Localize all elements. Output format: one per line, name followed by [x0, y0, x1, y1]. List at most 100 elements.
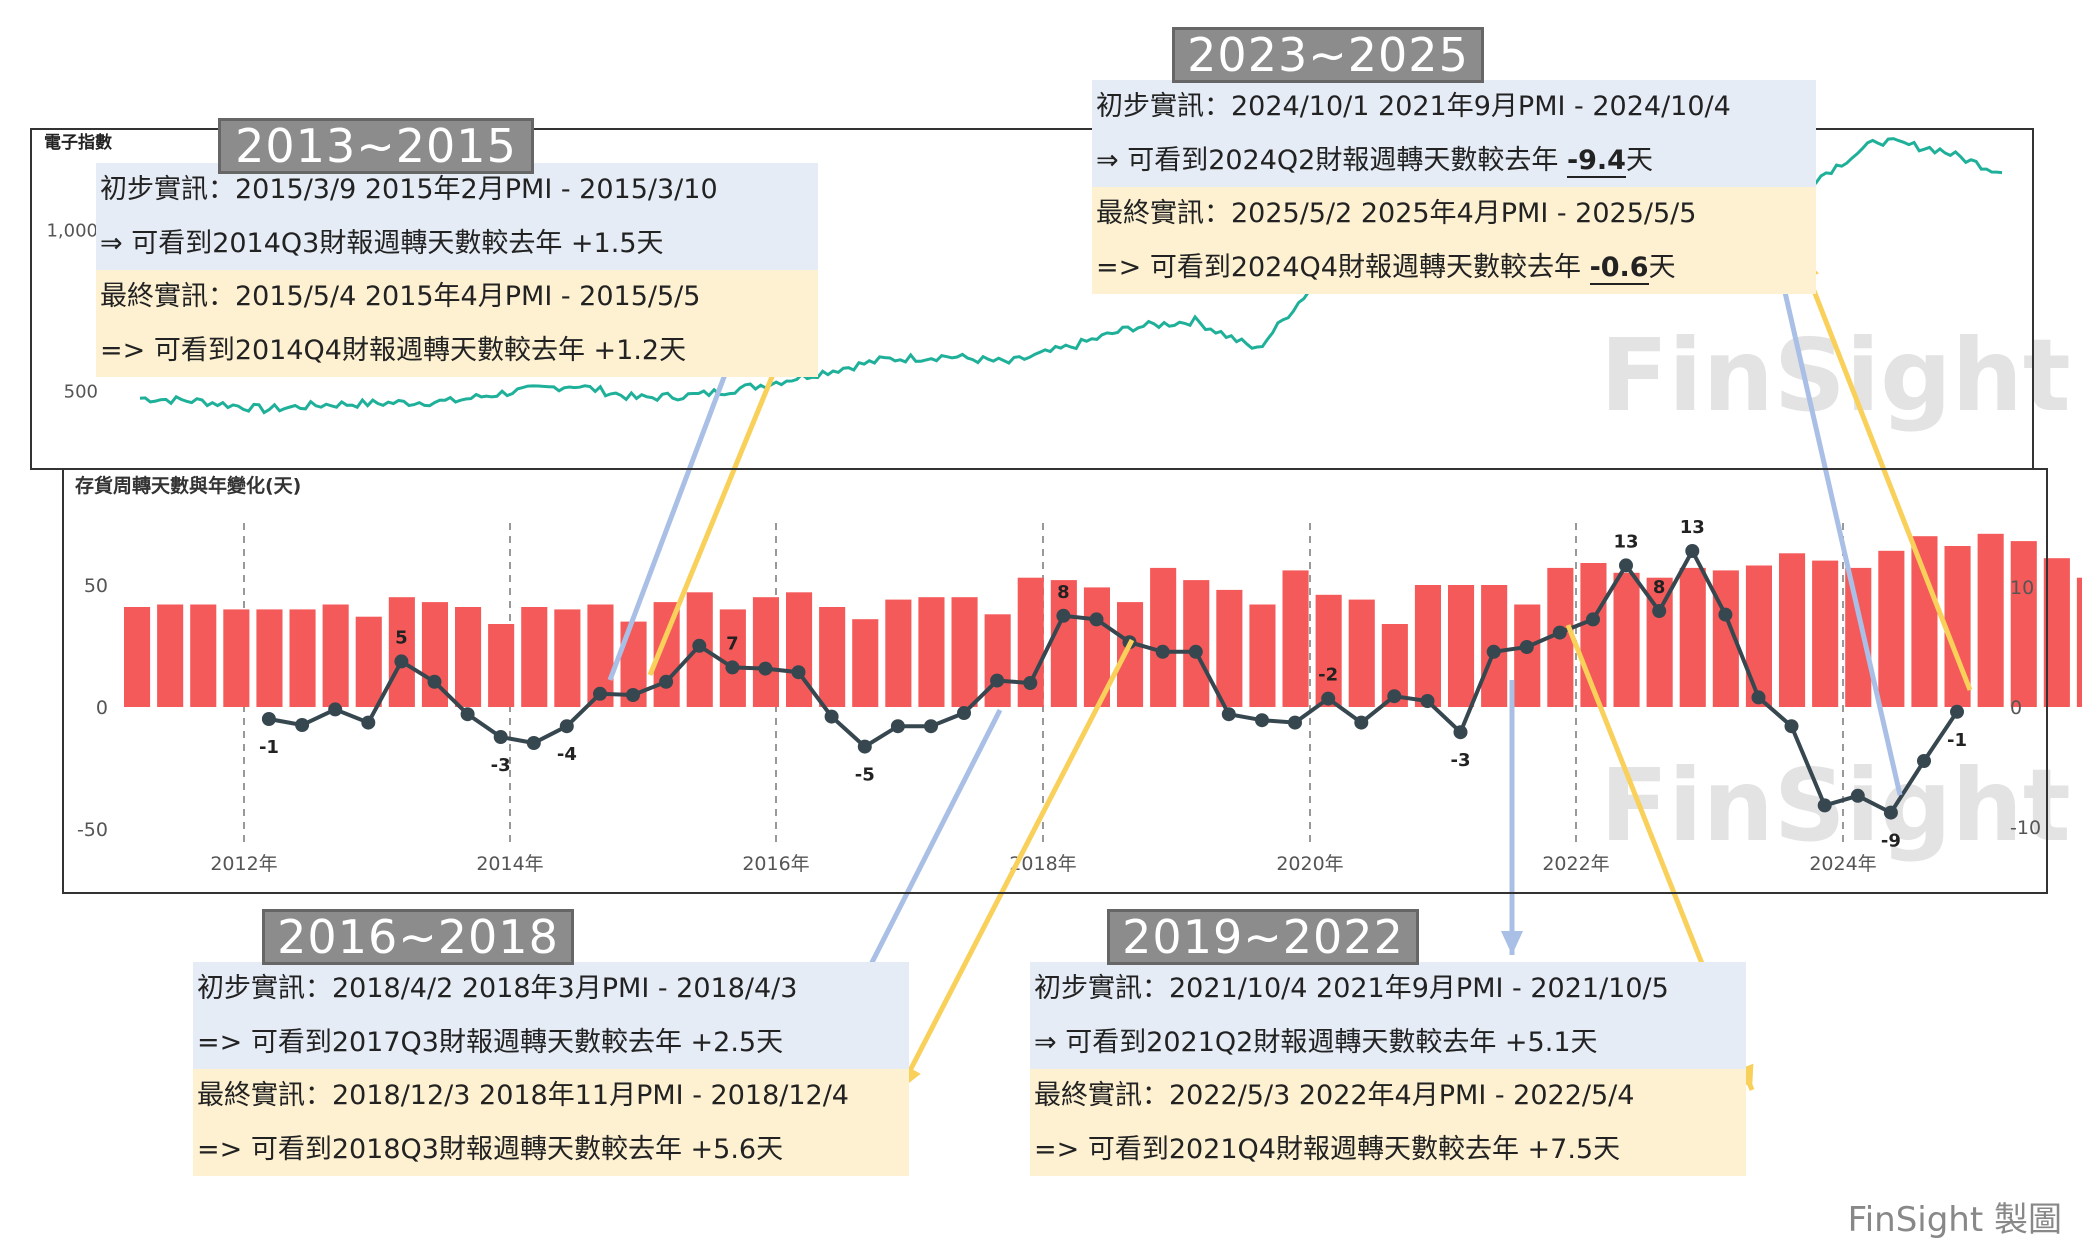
inventory-bar — [1812, 560, 1839, 707]
annotation-box-2023-2025: 初步實訊：2024/10/1 2021年9月PMI - 2024/10/4 ⇒ … — [1092, 80, 1816, 294]
prelim-result-text: ⇒ 可看到2024Q2財報週轉天數較去年 — [1096, 144, 1567, 176]
inventory-bar — [190, 604, 217, 707]
yoy-point — [957, 706, 971, 720]
yoy-point — [593, 686, 607, 701]
yoy-point — [1751, 690, 1766, 705]
inventory-bar — [1050, 580, 1077, 707]
inventory-bar — [1878, 550, 1905, 707]
yoy-point — [890, 719, 905, 734]
inventory-bar — [521, 607, 548, 707]
yoy-point — [1883, 805, 1898, 820]
watermark-text: FinSight — [1600, 747, 2071, 864]
annotation-arrow — [1797, 254, 1973, 691]
x-tick-label: 2012年 — [210, 853, 277, 875]
yoy-point — [1056, 608, 1071, 623]
yoy-point — [1221, 707, 1236, 722]
yoy-point — [361, 715, 376, 730]
inventory-bar — [554, 609, 581, 707]
credit-label: FinSight 製圖 — [1847, 1200, 2062, 1240]
prelim-result-unit: 天 — [1625, 144, 1653, 176]
annotation-arrow — [897, 638, 1135, 1092]
inventory-bar — [1414, 585, 1441, 707]
inventory-bar — [124, 607, 151, 707]
inventory-bar — [2043, 558, 2070, 707]
yoy-point — [791, 665, 806, 680]
data-label: -1 — [1947, 730, 1967, 751]
yoy-change-line: -1 5 -3 -4 7 -5 8 -2 -3 13 8 13 -9 -1 — [259, 517, 1967, 852]
inventory-bar — [1745, 565, 1772, 707]
yoy-point — [924, 719, 938, 734]
inventory-bar — [1348, 599, 1375, 707]
inventory-bar — [1779, 553, 1806, 707]
yoy-point — [1453, 725, 1468, 740]
right-y-tick-label: -10 — [2010, 817, 2041, 839]
yoy-point — [493, 730, 508, 744]
inventory-bar — [885, 599, 912, 707]
inventory-axis: 存貨周轉天數與年變化(天) 50 0 -50 10 0 -10 2012年 2014年 2016年… — [75, 474, 2041, 875]
yoy-point — [659, 674, 674, 689]
data-label: 7 — [726, 633, 739, 654]
yoy-point — [1784, 719, 1799, 734]
yoy-point — [460, 707, 475, 722]
yoy-point — [1387, 689, 1402, 704]
annotation-arrow — [647, 344, 788, 676]
arrow-head — [1501, 931, 1523, 955]
inventory-bar — [918, 597, 945, 707]
yoy-point — [1619, 558, 1633, 573]
inventory-bar — [256, 609, 283, 707]
inventory-bar — [322, 604, 349, 707]
yoy-point — [1354, 715, 1369, 730]
yoy-point — [1023, 676, 1038, 690]
final-info: 最終實訊：2015/5/4 2015年4月PMI - 2015/5/5 — [96, 270, 818, 324]
prelim-info: 初步實訊：2018/4/2 2018年3月PMI - 2018/4/3 — [193, 962, 909, 1016]
data-label: 5 — [395, 627, 408, 648]
final-result-unit: 天 — [1648, 251, 1676, 283]
inventory-bar — [223, 609, 250, 707]
yoy-point — [1486, 644, 1501, 659]
inventory-bar — [1150, 567, 1177, 707]
data-label: 13 — [1614, 531, 1639, 552]
yoy-point — [1718, 607, 1733, 622]
yoy-point — [990, 673, 1005, 688]
inventory-bar — [719, 609, 746, 707]
prelim-result: ⇒ 可看到2014Q3財報週轉天數較去年 +1.5天 — [96, 216, 818, 270]
prelim-result: ⇒ 可看到2021Q2財報週轉天數較去年 +5.1天 — [1030, 1015, 1746, 1069]
left-y-tick-label: -50 — [77, 819, 108, 841]
final-result: => 可看到2014Q4財報週轉天數較去年 +1.2天 — [96, 323, 818, 377]
final-result-value: -0.6 — [1589, 251, 1649, 285]
yoy-point — [1255, 713, 1269, 728]
index-panel-title: 電子指數 — [44, 132, 112, 153]
inventory-bar — [488, 624, 515, 707]
data-label: -4 — [557, 744, 577, 765]
inventory-bar — [819, 607, 846, 707]
x-tick-label: 2018年 — [1009, 853, 1076, 875]
yoy-point — [1950, 704, 1964, 719]
yoy-point — [1188, 644, 1203, 659]
watermark-text: FinSight — [1600, 317, 2071, 434]
annotation-box-2016-2018: 初步實訊：2018/4/2 2018年3月PMI - 2018/4/3 => 可… — [193, 962, 909, 1176]
left-y-tick-label: 50 — [84, 575, 108, 597]
yoy-point — [1288, 715, 1302, 730]
final-result: => 可看到2024Q4財報週轉天數較去年 -0.6天 — [1092, 240, 1816, 294]
data-label: 8 — [1653, 577, 1666, 598]
yoy-point — [328, 702, 343, 717]
inventory-bar — [2010, 541, 2037, 707]
yoy-point — [295, 718, 310, 732]
yoy-point — [261, 712, 276, 726]
final-info: 最終實訊：2022/5/3 2022年4月PMI - 2022/5/4 — [1030, 1069, 1746, 1123]
inventory-bar — [1216, 589, 1243, 707]
data-label: 8 — [1057, 582, 1070, 603]
prelim-info: 初步實訊：2021/10/4 2021年9月PMI - 2021/10/5 — [1030, 962, 1746, 1016]
final-result-text: => 可看到2024Q4財報週轉天數較去年 — [1096, 251, 1590, 283]
yoy-point — [427, 674, 442, 689]
period-label-2023-2025: 2023~2025 — [1172, 27, 1484, 83]
yoy-point — [1586, 612, 1600, 627]
y-tick-label: 1,000 — [46, 221, 98, 242]
yoy-point — [1155, 644, 1170, 659]
x-tick-label: 2022年 — [1542, 853, 1609, 875]
x-tick-label: 2016年 — [742, 853, 809, 875]
x-tick-label: 2020年 — [1276, 853, 1343, 875]
yoy-point — [857, 739, 872, 754]
annotation-box-2013-2015: 初步實訊：2015/3/9 2015年2月PMI - 2015/3/10 ⇒ 可… — [96, 163, 818, 377]
